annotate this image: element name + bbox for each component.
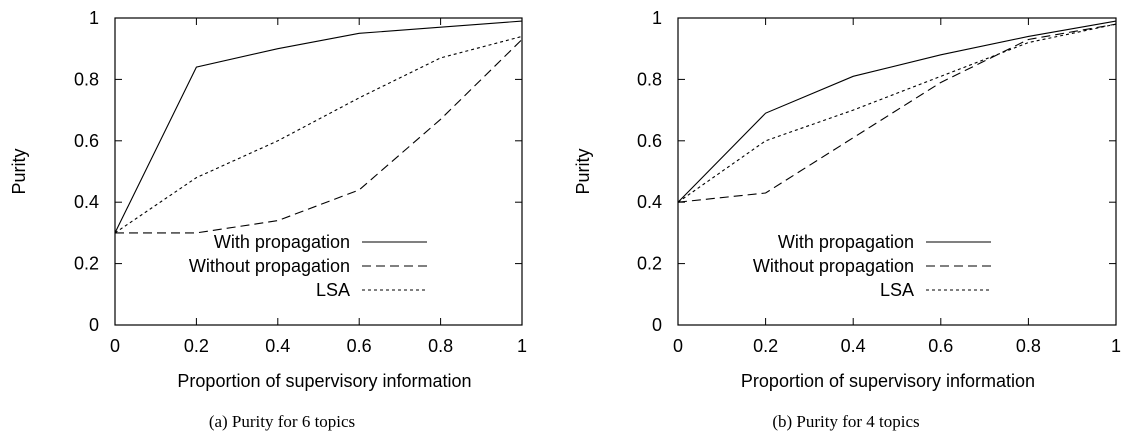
plot-frame xyxy=(114,17,523,326)
x-tick-label: 0 xyxy=(110,336,120,356)
legend-label: LSA xyxy=(316,280,350,300)
x-axis-label: Proportion of supervisory information xyxy=(177,371,471,391)
y-tick-label: 1 xyxy=(89,8,99,28)
x-axis-label: Proportion of supervisory information xyxy=(741,371,1035,391)
x-tick-label: 1 xyxy=(517,336,527,356)
chart-panel-4-topics: 0 0.2 0.4 0.6 0.8 1 0 0.2 0.4 0.6 0.8 1 Proportion o… xyxy=(564,0,1128,441)
x-tick-label: 0.2 xyxy=(184,336,209,356)
y-tick-label: 0.8 xyxy=(74,69,99,89)
chart-caption: (a) Purity for 6 topics xyxy=(208,412,356,431)
y-tick-label: 0.8 xyxy=(637,69,662,89)
chart-panel-6-topics: 0 0.2 0.4 0.6 0.8 1 0 0.2 0.4 0.6 0.8 1 Proportion o… xyxy=(9,8,527,431)
series-line-solid xyxy=(114,20,523,234)
y-tick-label: 0.6 xyxy=(74,131,99,151)
series-line-dotted xyxy=(114,35,523,234)
x-tick-label: 0.2 xyxy=(753,336,778,356)
chart-caption: (b) Purity for 4 topics xyxy=(772,412,920,431)
x-tick-label: 0 xyxy=(673,336,683,356)
y-tick-label: 0.2 xyxy=(637,254,662,274)
y-tick-label: 0.4 xyxy=(74,192,99,212)
y-tick-label: 0.6 xyxy=(637,131,662,151)
y-axis-label: Purity xyxy=(9,148,29,194)
y-tick-label: 1 xyxy=(652,8,662,28)
x-tick-label: 0.4 xyxy=(841,336,866,356)
x-tick-label: 0.8 xyxy=(428,336,453,356)
series-line-solid xyxy=(677,20,1117,203)
legend-label: Without propagation xyxy=(189,256,350,276)
x-tick-label: 0.6 xyxy=(928,336,953,356)
y-tick-label: 0.2 xyxy=(74,254,99,274)
legend-label: With propagation xyxy=(214,232,350,252)
x-tick-label: 0.4 xyxy=(265,336,290,356)
legend-label: LSA xyxy=(880,280,914,300)
legend-label: With propagation xyxy=(778,232,914,252)
y-tick-label: 0.4 xyxy=(637,192,662,212)
plot-frame xyxy=(677,17,1117,326)
series-line-dotted xyxy=(677,23,1117,203)
legend-label: Without propagation xyxy=(753,256,914,276)
chart-svg: 0 0.2 0.4 0.6 0.8 1 0 0.2 0.4 0.6 0.8 1 Proportion o… xyxy=(573,8,1121,391)
y-tick-label: 0 xyxy=(652,315,662,335)
chart-svg: 0 0.2 0.4 0.6 0.8 1 0 0.2 0.4 0.6 0.8 1 Proportion o… xyxy=(9,8,527,391)
y-axis-label: Purity xyxy=(573,148,593,194)
x-tick-label: 0.8 xyxy=(1016,336,1041,356)
series-line-dashed xyxy=(115,39,523,234)
series-line-dashed xyxy=(677,23,1117,203)
y-tick-label: 0 xyxy=(89,315,99,335)
x-tick-label: 0.6 xyxy=(347,336,372,356)
x-tick-label: 1 xyxy=(1111,336,1121,356)
